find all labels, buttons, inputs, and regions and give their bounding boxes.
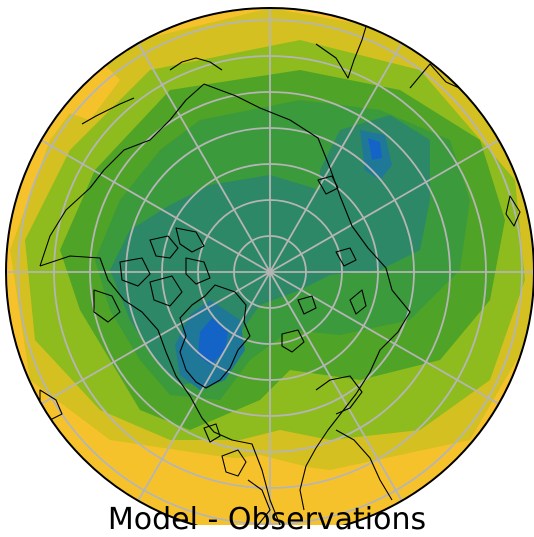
coastline-europe (315, 375, 363, 415)
coastline-north-america (39, 255, 281, 525)
coastline-siberia (203, 83, 393, 291)
meridian-line (40, 139, 271, 273)
graticule (6, 8, 534, 525)
coastline-mediterranean (335, 429, 393, 501)
field-blue-east (368, 138, 382, 160)
coastline-hudson-bay (93, 289, 121, 323)
field-blue-west (198, 318, 228, 365)
coastline-siberia-island-1 (317, 175, 339, 195)
coastline-novaya-zemlya (349, 289, 367, 315)
coastline-archipelago-1 (149, 235, 179, 259)
meridian-line (269, 139, 500, 273)
coastline-ireland (203, 423, 221, 443)
meridian-line (40, 271, 271, 405)
coastline-svalbard (297, 295, 317, 315)
meridian-line (137, 42, 271, 273)
coastline-scandinavia (299, 289, 411, 511)
map-border (5, 7, 534, 525)
coastline-british-isles (221, 449, 247, 477)
coastline-western-europe (247, 479, 271, 525)
coastline-greenland (179, 284, 251, 389)
coastline-archipelago-2 (175, 227, 205, 253)
coastline-archipelago-4 (149, 275, 183, 307)
field-warm-topleft (60, 60, 120, 120)
coastline-siberia-island-2 (335, 247, 357, 267)
coastline-bering (169, 57, 223, 71)
meridian-line (269, 271, 403, 502)
coastline-aleutians (81, 97, 135, 125)
coastline-archipelago-5 (185, 257, 211, 285)
coastline-kamchatka (315, 19, 369, 79)
meridian-line (269, 42, 403, 273)
polar-map (5, 7, 534, 525)
coastline-archipelago-3 (119, 257, 151, 287)
map-field (6, 8, 534, 525)
coastline-japan (505, 195, 521, 227)
map-caption: Model - Observations (107, 502, 427, 537)
coastline-iceland (281, 329, 305, 353)
meridian-line (269, 271, 500, 405)
coastline-alaska (39, 83, 205, 267)
